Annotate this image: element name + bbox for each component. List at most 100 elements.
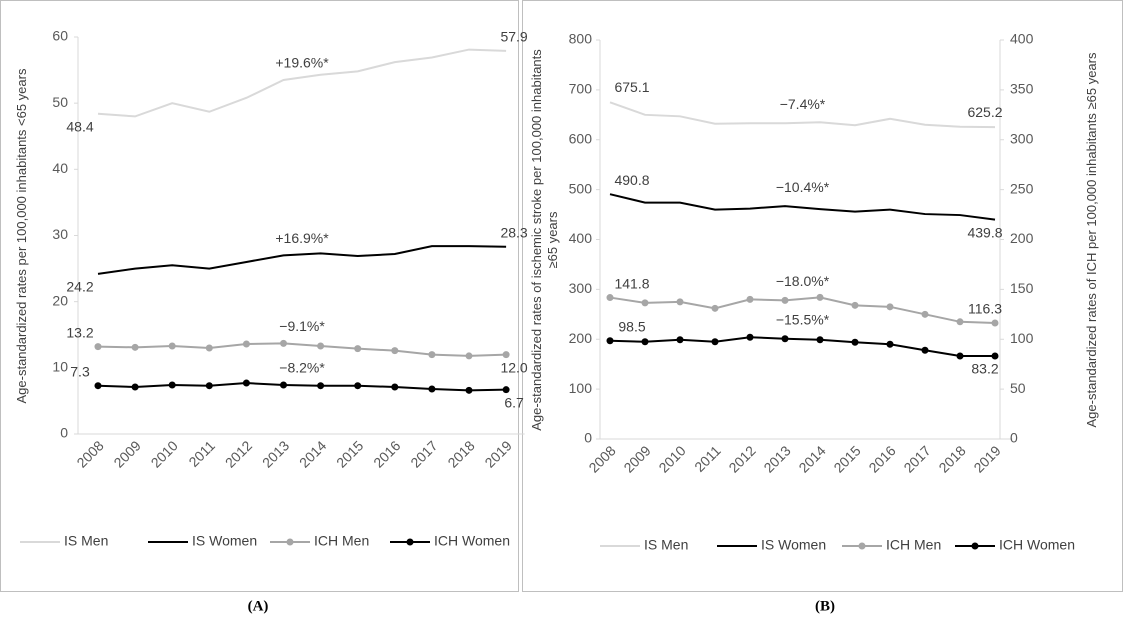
marker — [956, 352, 964, 360]
marker — [317, 382, 325, 390]
legend-label: ICH Men — [886, 537, 941, 553]
annotation: −15.5%* — [776, 311, 830, 327]
y-tick-label: 600 — [569, 130, 593, 146]
marker — [465, 352, 473, 360]
panel-frame — [0, 0, 519, 592]
x-tick-label: 2013 — [259, 437, 292, 470]
line — [97, 382, 507, 392]
marker — [354, 345, 362, 353]
marker — [676, 336, 684, 344]
y-tick-label: 400 — [569, 230, 593, 246]
y2-tick-label: 300 — [1010, 130, 1034, 146]
marker — [205, 382, 213, 390]
y2-tick-label: 0 — [1010, 430, 1018, 446]
marker — [242, 340, 250, 348]
x-tick-label: 2010 — [148, 437, 181, 470]
x-tick-label: 2011 — [691, 442, 724, 475]
annotation: −8.2%* — [279, 360, 325, 376]
marker — [991, 319, 999, 327]
marker — [816, 293, 824, 301]
x-tick-label: 2014 — [795, 442, 828, 475]
x-tick-label: 2010 — [655, 442, 688, 475]
y2-tick-label: 400 — [1010, 31, 1034, 47]
marker — [205, 344, 213, 352]
y-tick-label: 20 — [52, 292, 68, 308]
line — [97, 342, 507, 357]
value-label: 48.4 — [66, 118, 93, 134]
legend-marker — [858, 542, 866, 550]
marker — [168, 342, 176, 350]
marker — [956, 318, 964, 326]
x-tick-label: 2019 — [481, 437, 514, 470]
marker — [921, 346, 929, 354]
marker — [781, 335, 789, 343]
marker — [816, 336, 824, 344]
value-label: 439.8 — [967, 224, 1002, 240]
y2-tick-label: 350 — [1010, 81, 1034, 97]
annotation: +19.6%* — [275, 55, 329, 71]
panel-label: (A) — [248, 598, 269, 614]
x-tick-label: 2015 — [333, 437, 366, 470]
x-tick-label: 2013 — [760, 442, 793, 475]
marker — [746, 295, 754, 303]
x-tick-label: 2015 — [830, 442, 863, 475]
marker — [641, 338, 649, 346]
x-tick-label: 2014 — [296, 437, 329, 470]
y-tick-label: 50 — [52, 94, 68, 110]
y-axis-title: Age-standardized rates per 100,000 inhab… — [14, 68, 29, 403]
marker — [131, 343, 139, 351]
value-label: 12.0 — [500, 359, 527, 375]
legend-label: ICH Women — [999, 537, 1075, 553]
marker — [428, 385, 436, 393]
y-axis-title: Age-standardized rates of ischemic strok… — [529, 48, 560, 431]
marker — [641, 299, 649, 307]
y-tick-label: 700 — [569, 81, 593, 97]
x-tick-label: 2018 — [935, 442, 968, 475]
x-tick-label: 2008 — [73, 437, 106, 470]
value-label: 57.9 — [500, 29, 527, 45]
y2-tick-label: 200 — [1010, 230, 1034, 246]
x-tick-label: 2012 — [725, 442, 758, 475]
marker — [317, 342, 325, 350]
legend-label: IS Women — [192, 533, 257, 549]
value-label: 490.8 — [614, 172, 649, 188]
panel-frame — [522, 0, 1123, 592]
marker — [711, 304, 719, 312]
x-tick-label: 2008 — [585, 442, 618, 475]
marker — [851, 338, 859, 346]
line — [609, 193, 996, 221]
marker — [502, 351, 510, 359]
annotation: −9.1%* — [279, 318, 325, 334]
y-tick-label: 30 — [52, 226, 68, 242]
marker — [280, 339, 287, 347]
marker — [711, 338, 719, 346]
y-tick-label: 60 — [52, 28, 68, 44]
value-label: 98.5 — [618, 318, 645, 334]
value-label: 24.2 — [66, 279, 93, 295]
y-tick-label: 40 — [52, 160, 68, 176]
y-tick-label: 10 — [52, 359, 68, 375]
y2-axis-title: Age-standardized rates of ICH per 100,00… — [1084, 52, 1099, 427]
marker — [428, 351, 436, 359]
y-tick-label: 200 — [569, 330, 593, 346]
x-tick-label: 2018 — [444, 437, 477, 470]
marker — [502, 386, 510, 394]
marker — [851, 301, 859, 309]
marker — [280, 381, 287, 389]
x-tick-label: 2011 — [185, 437, 218, 470]
y2-tick-label: 100 — [1010, 330, 1034, 346]
marker — [606, 294, 614, 302]
y2-tick-label: 150 — [1010, 280, 1034, 296]
y-tick-label: 0 — [60, 425, 68, 441]
legend-label: IS Women — [761, 537, 826, 553]
legend-label: IS Men — [64, 533, 108, 549]
line — [97, 245, 507, 275]
annotation: −18.0%* — [776, 273, 830, 289]
marker — [465, 386, 473, 394]
y-tick-label: 0 — [584, 430, 592, 446]
marker — [94, 382, 102, 390]
annotation: −7.4%* — [780, 96, 826, 112]
value-label: 116.3 — [968, 301, 1002, 317]
marker — [676, 298, 684, 306]
